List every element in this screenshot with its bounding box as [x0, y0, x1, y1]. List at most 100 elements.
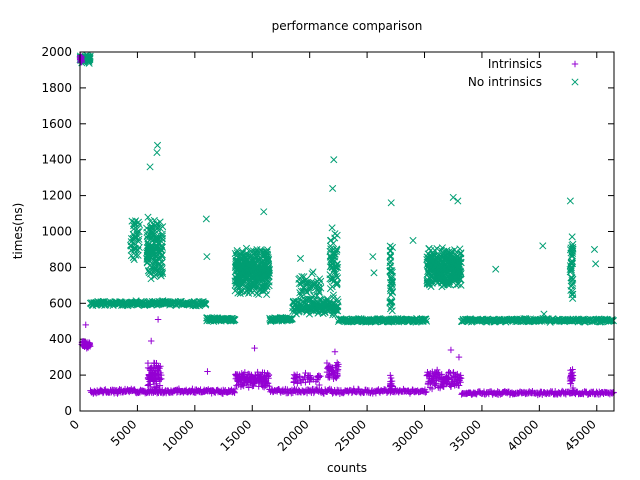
data-point-no-intrinsics	[296, 254, 305, 262]
data-point-intrinsics	[315, 374, 323, 381]
x-tick-label: 40000	[505, 417, 542, 454]
data-point-no-intrinsics	[568, 291, 576, 299]
x-tick-label: 15000	[217, 417, 254, 454]
data-point-no-intrinsics	[144, 213, 152, 221]
data-point-intrinsics	[148, 337, 155, 345]
data-point-no-intrinsics	[457, 249, 465, 257]
data-point-intrinsics	[157, 369, 164, 377]
data-point-no-intrinsics	[327, 255, 335, 263]
data-point-intrinsics	[243, 381, 251, 388]
data-point-intrinsics	[308, 376, 315, 383]
data-point-no-intrinsics	[202, 301, 210, 309]
data-point-intrinsics	[153, 362, 160, 369]
data-point-no-intrinsics	[288, 315, 296, 323]
data-point-no-intrinsics	[317, 277, 325, 285]
data-point-no-intrinsics	[265, 255, 273, 263]
y-tick-label: 1000	[41, 225, 72, 239]
data-point-intrinsics	[387, 372, 394, 379]
data-point-no-intrinsics	[306, 286, 314, 294]
data-point-intrinsics	[454, 370, 461, 378]
data-point-no-intrinsics	[327, 236, 335, 244]
data-point-intrinsics	[189, 385, 196, 393]
data-point-intrinsics	[326, 371, 333, 378]
data-point-no-intrinsics	[203, 253, 211, 261]
data-point-no-intrinsics	[159, 223, 167, 231]
data-point-intrinsics	[314, 373, 321, 380]
data-point-no-intrinsics	[409, 236, 417, 245]
data-point-no-intrinsics	[231, 316, 239, 324]
data-point-no-intrinsics	[303, 288, 311, 296]
data-point-no-intrinsics	[539, 242, 547, 250]
data-point-no-intrinsics	[263, 283, 271, 291]
data-point-intrinsics	[154, 316, 162, 323]
legend-marker-intrinsics-glyph	[571, 60, 579, 68]
data-point-no-intrinsics	[329, 184, 337, 192]
data-point-no-intrinsics	[568, 251, 576, 259]
data-point-no-intrinsics	[150, 243, 158, 251]
data-point-no-intrinsics	[320, 306, 329, 314]
data-point-intrinsics	[316, 381, 323, 389]
data-point-no-intrinsics	[333, 245, 341, 253]
data-point-no-intrinsics	[386, 262, 394, 270]
data-point-no-intrinsics	[133, 225, 141, 233]
legend: Intrinsics No intrinsics	[468, 57, 579, 89]
data-point-no-intrinsics	[566, 197, 574, 205]
data-point-intrinsics	[331, 348, 339, 355]
data-point-intrinsics	[567, 366, 574, 374]
data-point-no-intrinsics	[388, 243, 396, 252]
data-point-intrinsics	[250, 382, 257, 389]
data-point-no-intrinsics	[334, 274, 342, 282]
data-point-no-intrinsics	[133, 231, 141, 239]
data-point-no-intrinsics	[144, 248, 152, 256]
data-point-intrinsics	[567, 373, 575, 381]
data-point-no-intrinsics	[296, 274, 304, 282]
data-point-intrinsics	[323, 359, 331, 367]
data-point-intrinsics	[325, 364, 332, 371]
data-point-no-intrinsics	[388, 268, 396, 276]
data-point-intrinsics	[330, 375, 337, 383]
data-point-no-intrinsics	[265, 265, 273, 273]
data-point-no-intrinsics	[386, 287, 395, 295]
y-tick-label: 1200	[41, 189, 72, 203]
x-tick-label: 20000	[275, 417, 312, 454]
y-tick-label: 2000	[41, 45, 72, 59]
data-point-no-intrinsics	[492, 265, 500, 273]
data-point-no-intrinsics	[308, 270, 316, 278]
data-point-no-intrinsics	[540, 310, 548, 318]
data-point-no-intrinsics	[567, 286, 575, 294]
legend-marker-no-intrinsics	[571, 78, 579, 86]
data-point-no-intrinsics	[304, 278, 312, 286]
data-point-no-intrinsics	[130, 256, 138, 264]
data-point-no-intrinsics	[296, 289, 304, 297]
data-point-no-intrinsics	[263, 290, 271, 299]
data-point-no-intrinsics	[422, 315, 430, 323]
x-tick-label: 45000	[562, 417, 599, 454]
data-point-intrinsics	[157, 363, 164, 370]
data-point-no-intrinsics	[150, 262, 158, 270]
data-point-no-intrinsics	[328, 224, 336, 232]
data-point-no-intrinsics	[264, 254, 272, 262]
data-point-no-intrinsics	[449, 193, 457, 201]
data-point-no-intrinsics	[135, 235, 143, 243]
data-point-intrinsics	[443, 380, 450, 387]
y-tick-label: 1400	[41, 153, 72, 167]
data-point-intrinsics	[302, 369, 309, 377]
data-point-no-intrinsics	[315, 285, 323, 293]
data-point-intrinsics	[567, 377, 574, 385]
data-point-no-intrinsics	[326, 271, 334, 279]
data-point-no-intrinsics	[133, 228, 142, 236]
data-points	[76, 51, 617, 399]
data-point-no-intrinsics	[260, 208, 268, 216]
data-point-no-intrinsics	[419, 315, 427, 324]
data-point-no-intrinsics	[151, 227, 159, 235]
data-point-no-intrinsics	[590, 245, 599, 254]
data-point-no-intrinsics	[568, 277, 576, 285]
y-tick-label: 400	[49, 332, 72, 346]
data-point-intrinsics	[335, 361, 342, 368]
data-point-no-intrinsics	[568, 249, 577, 257]
data-point-no-intrinsics	[388, 297, 396, 305]
data-point-no-intrinsics	[370, 269, 378, 277]
y-tick-label: 0	[64, 404, 72, 418]
legend-marker-intrinsics	[571, 60, 579, 68]
data-point-no-intrinsics	[202, 215, 210, 223]
